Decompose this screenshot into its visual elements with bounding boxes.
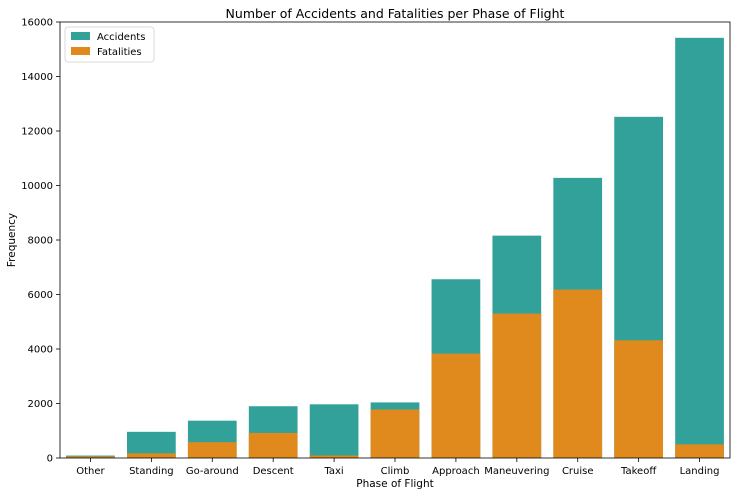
x-tick-label: Takeoff — [620, 466, 657, 477]
x-tick-label: Descent — [253, 466, 294, 477]
fatalities-bar-standing — [127, 453, 176, 458]
x-tick-label: Taxi — [323, 466, 343, 477]
x-tick-label: Landing — [680, 466, 720, 477]
chart-title: Number of Accidents and Fatalities per P… — [226, 6, 565, 21]
x-axis-ticks: Other Standing Go-around Descent Taxi Climb Ap… — [76, 458, 719, 477]
y-tick-label: 4000 — [28, 345, 53, 356]
y-tick-label: 16000 — [21, 18, 53, 29]
x-tick-label: Approach — [432, 466, 480, 477]
fatalities-bar-approach — [431, 353, 481, 458]
y-tick-label: 8000 — [28, 236, 53, 247]
x-tick-label: Other — [76, 466, 105, 477]
legend-swatch-accidents — [71, 32, 90, 40]
y-axis-label: Frequency — [6, 213, 18, 267]
fatalities-bar-taxi — [309, 455, 359, 458]
accidents-bar-landing — [675, 37, 724, 459]
y-tick-label: 2000 — [28, 399, 53, 410]
accidents-bar-taxi — [309, 404, 359, 458]
fatalities-bar-climb — [370, 409, 420, 458]
fatalities-bar-descent — [248, 432, 298, 458]
y-tick-label: 14000 — [21, 72, 53, 83]
x-axis-label: Phase of Flight — [356, 478, 433, 490]
x-tick-label: Maneuvering — [484, 466, 549, 477]
y-tick-label: 6000 — [28, 290, 53, 301]
fatalities-bar-landing — [675, 444, 724, 459]
fatalities-bar-go-around — [187, 442, 237, 458]
fatalities-bars — [66, 289, 724, 459]
legend-label-fatalities: Fatalities — [97, 47, 142, 58]
x-tick-label: Climb — [381, 466, 410, 477]
fatalities-bar-cruise — [553, 289, 603, 458]
y-tick-label: 12000 — [21, 127, 53, 138]
fatalities-bar-maneuvering — [492, 313, 542, 458]
legend-swatch-fatalities — [71, 47, 90, 55]
fatalities-bar-other — [66, 456, 115, 458]
y-tick-label: 0 — [47, 454, 53, 465]
x-tick-label: Cruise — [562, 466, 594, 477]
fatalities-bar-takeoff — [614, 340, 663, 458]
legend-label-accidents: Accidents — [97, 32, 145, 43]
y-tick-label: 10000 — [21, 181, 53, 192]
plot-frame — [59, 21, 731, 459]
y-axis-ticks: 0 2000 4000 6000 8000 10000 12000 14000 16000 — [21, 18, 60, 465]
legend: Accidents Fatalities — [64, 26, 155, 63]
x-tick-label: Standing — [129, 466, 174, 477]
x-tick-label: Go-around — [186, 466, 239, 477]
